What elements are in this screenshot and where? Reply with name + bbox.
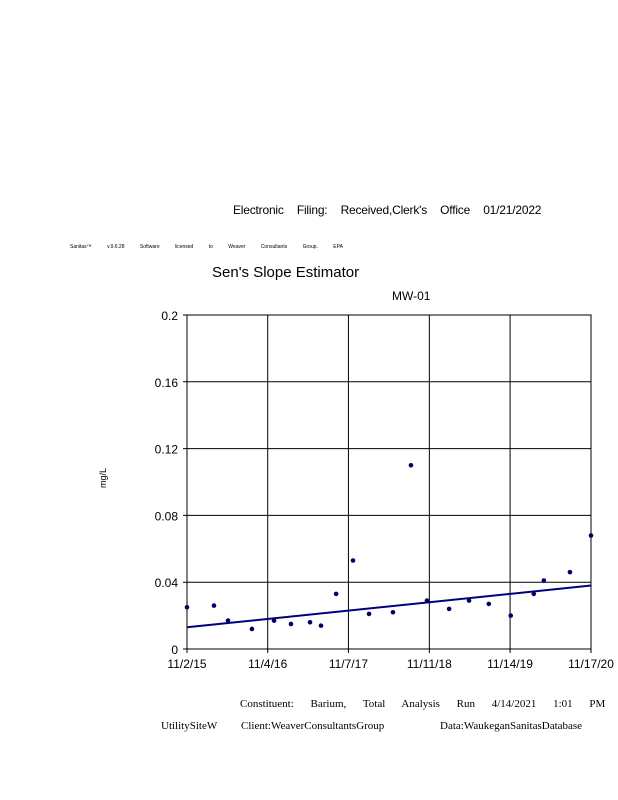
y-tick-label: 0.16 bbox=[155, 376, 179, 390]
constituent-text: Constituent: Barium, Total Analysis Run … bbox=[240, 698, 606, 710]
data-point bbox=[567, 569, 573, 575]
data-point bbox=[508, 613, 514, 618]
data-point bbox=[466, 598, 472, 603]
data-point bbox=[424, 598, 430, 603]
data-point bbox=[271, 618, 277, 623]
y-tick-label: 0.12 bbox=[155, 443, 179, 457]
chart-subtitle: MW-01 bbox=[392, 289, 431, 303]
y-tick-label: 0 bbox=[171, 643, 178, 657]
database-text: Data:WaukeganSanitasDatabase bbox=[440, 720, 583, 732]
x-tick-label: 11/17/20 bbox=[568, 657, 614, 671]
data-point bbox=[390, 609, 396, 615]
data-point bbox=[446, 606, 452, 612]
y-tick-label: 0.2 bbox=[161, 309, 178, 323]
license-text: Sanitas™ v.9.6.28 Software licensed to W… bbox=[70, 244, 343, 250]
x-tick-label: 11/7/17 bbox=[329, 657, 368, 671]
data-point bbox=[318, 623, 324, 628]
filing-stamp: Electronic Filing: Received,Clerk's Offi… bbox=[233, 203, 542, 217]
client-text: Client:WeaverConsultantsGroup bbox=[241, 720, 385, 732]
data-point bbox=[225, 618, 231, 623]
x-tick-label: 11/14/19 bbox=[487, 657, 533, 671]
y-tick-label: 0.04 bbox=[155, 576, 179, 590]
plot-area bbox=[186, 314, 592, 650]
sens-slope-trend-line bbox=[186, 584, 592, 629]
data-point bbox=[408, 463, 414, 468]
data-point bbox=[288, 621, 294, 627]
data-point bbox=[333, 591, 339, 597]
data-point bbox=[531, 591, 537, 597]
data-point bbox=[249, 626, 255, 632]
site-text: UtilitySiteW bbox=[161, 720, 218, 732]
data-point bbox=[541, 578, 547, 583]
y-tick-label: 0.08 bbox=[155, 509, 179, 523]
data-point bbox=[350, 558, 356, 563]
x-tick-label: 11/2/15 bbox=[167, 657, 206, 671]
data-point bbox=[486, 601, 492, 607]
x-tick-label: 11/11/18 bbox=[407, 657, 452, 671]
data-point bbox=[184, 604, 190, 610]
data-point bbox=[211, 603, 217, 608]
data-point bbox=[588, 533, 594, 538]
data-point bbox=[366, 611, 372, 617]
x-tick-label: 11/4/16 bbox=[248, 657, 287, 671]
chart-title: Sen's Slope Estimator bbox=[212, 264, 360, 281]
data-point bbox=[307, 619, 313, 625]
